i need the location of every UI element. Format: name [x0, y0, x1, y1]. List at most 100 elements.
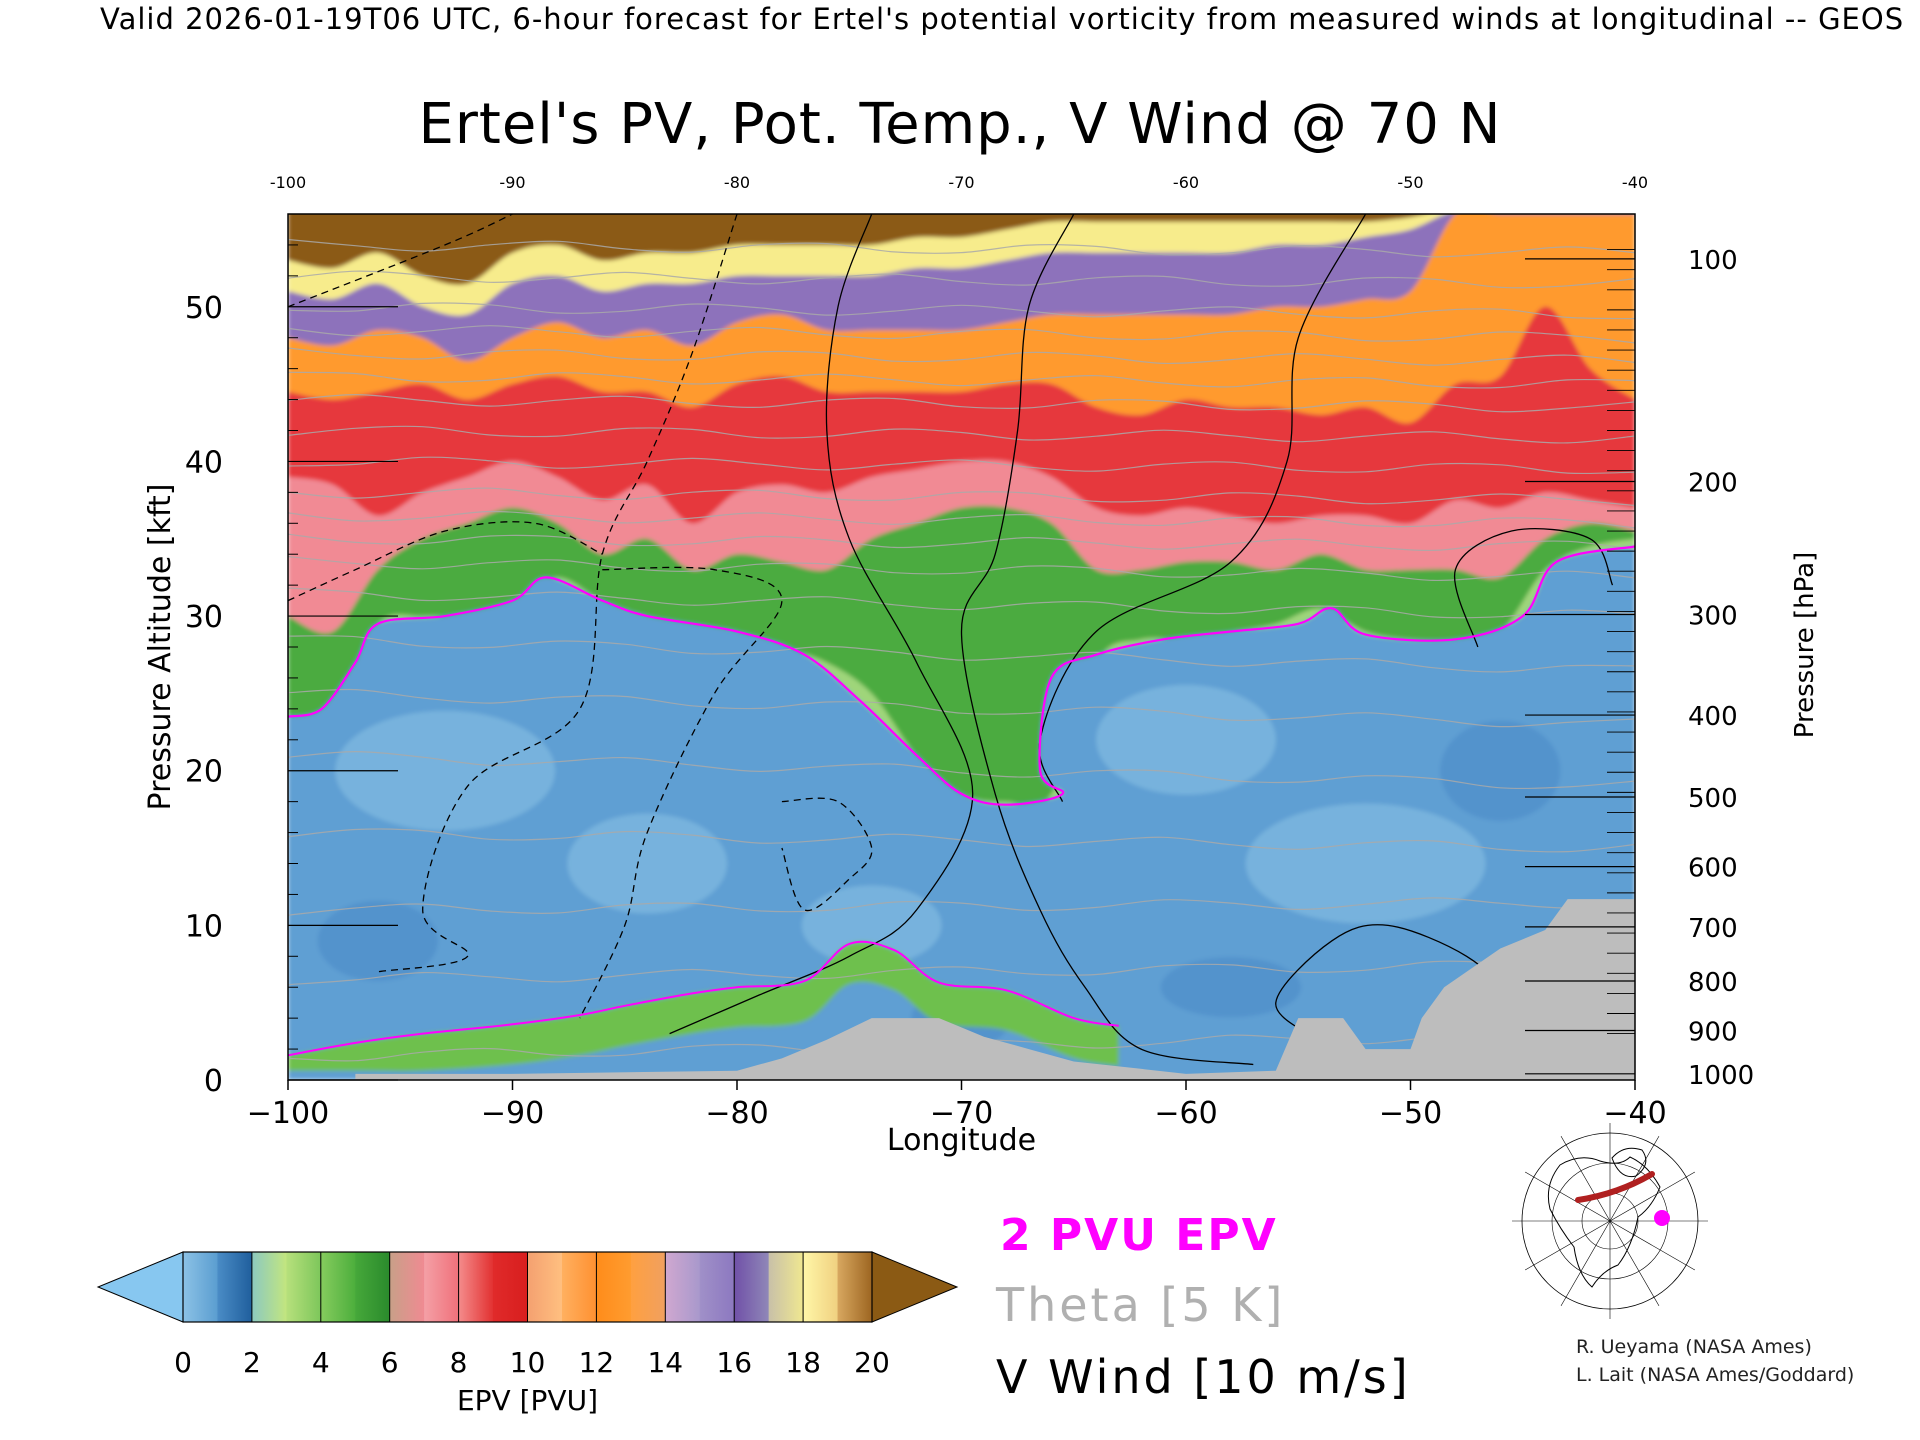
two-pvu-contour-lower	[288, 940, 1119, 1057]
polar-map-icon	[1512, 1123, 1708, 1319]
epv-dense-patch	[1160, 957, 1301, 1018]
theta-contour	[288, 393, 1635, 413]
colorbar-tick-label: 6	[381, 1346, 399, 1379]
pressure-tick-label: 1000	[1688, 1061, 1754, 1091]
theta-contour	[288, 897, 1635, 916]
map-meridian	[1609, 1220, 1660, 1307]
theta-contour	[288, 960, 1635, 986]
v-wind-contour	[288, 214, 513, 308]
map-meridian	[1560, 1220, 1611, 1307]
epv-boundary-layer	[288, 941, 1119, 1072]
theta-contour	[288, 688, 1635, 728]
y-axis-label: Pressure Altitude [kft]	[143, 484, 178, 811]
v-wind-contour	[960, 214, 1254, 1066]
colorbar-bin	[320, 1252, 356, 1322]
legend-wind: V Wind [10 m/s]	[996, 1350, 1411, 1404]
colorbar-bin	[561, 1252, 597, 1322]
colorbar-bin	[183, 1252, 218, 1322]
y-tick-label: 20	[185, 755, 223, 790]
colorbar-bin	[355, 1252, 391, 1322]
theta-contour	[288, 325, 1635, 344]
pressure-tick-label: 800	[1688, 968, 1738, 998]
theta-contour	[288, 238, 1635, 258]
colorbar-tick-label: 20	[854, 1346, 890, 1379]
x-top-tick-label: -60	[1173, 173, 1199, 192]
colorbar-bin	[458, 1252, 494, 1322]
x-tick-label: −70	[930, 1096, 993, 1131]
map-meridian	[1524, 1220, 1611, 1271]
colorbar-bin	[217, 1252, 253, 1322]
theta-contour	[288, 456, 1635, 475]
theta-contour	[288, 750, 1635, 790]
two-pvu-contour	[288, 545, 1635, 806]
legend-theta: Theta [5 K]	[996, 1278, 1286, 1332]
epv-dense-patch	[1440, 720, 1561, 821]
v-wind-contour	[579, 566, 783, 1019]
theta-contour	[288, 555, 1635, 582]
chart-title: Ertel's PV, Pot. Temp., V Wind @ 70 N	[418, 92, 1502, 157]
pressure-tick-label: 900	[1688, 1018, 1738, 1048]
v-wind-contour	[1038, 214, 1367, 802]
x-tick-label: −40	[1603, 1096, 1666, 1131]
colorbar-bin	[630, 1252, 666, 1322]
theta-contour	[288, 487, 1635, 507]
v-wind-contour	[377, 214, 738, 973]
colorbar-tick-label: 16	[716, 1346, 752, 1379]
theta-contour	[288, 635, 1635, 673]
epv-low-patch	[1245, 803, 1486, 924]
epv-dense-patch	[317, 900, 438, 981]
y-tick-label: 0	[204, 1064, 223, 1099]
colorbar-under-arrow	[96, 1251, 184, 1323]
x-top-tick-label: -80	[724, 173, 750, 192]
epv-low-patch	[335, 710, 556, 831]
credit-line-2: L. Lait (NASA Ames/Goddard)	[1576, 1364, 1855, 1386]
theta-contour	[288, 587, 1635, 619]
colorbar-bin	[596, 1252, 632, 1322]
colorbar-tick-label: 4	[312, 1346, 330, 1379]
y-tick-label: 40	[185, 445, 223, 480]
map-meridian	[1560, 1135, 1611, 1222]
map-meridian	[1609, 1135, 1660, 1222]
colorbar-label: EPV [PVU]	[457, 1384, 598, 1417]
colorbar-bin	[424, 1252, 460, 1322]
colorbar-tick-label: 2	[243, 1346, 261, 1379]
colorbar-bin	[286, 1252, 322, 1322]
y-tick-label: 50	[185, 291, 223, 326]
plot-area	[287, 213, 1636, 1081]
x-tick-label: −50	[1379, 1096, 1442, 1131]
map-location-marker	[1654, 1210, 1670, 1226]
x-tick-label: −60	[1154, 1096, 1217, 1131]
y-tick-label: 30	[185, 600, 223, 635]
colorbar-bin	[665, 1252, 701, 1322]
theta-contour	[288, 302, 1635, 320]
colorbar-bin	[699, 1252, 735, 1322]
colorbar-bin	[251, 1252, 287, 1322]
map-coastline	[1547, 1156, 1661, 1288]
x-tick-label: −90	[481, 1096, 544, 1131]
colorbar-bin	[389, 1252, 425, 1322]
y-tick-label: 10	[185, 909, 223, 944]
legend-epv: 2 PVU EPV	[1000, 1210, 1278, 1261]
colorbar-bin	[768, 1252, 804, 1322]
valid-time-caption: Valid 2026-01-19T06 UTC, 6-hour forecast…	[100, 2, 1905, 36]
pressure-tick-label: 700	[1688, 914, 1738, 944]
colorbar-bin	[837, 1252, 873, 1322]
x-axis-label: Longitude	[887, 1123, 1036, 1158]
v-wind-contour	[288, 521, 603, 602]
colorbar-over-arrow	[871, 1251, 959, 1323]
map-meridian	[1609, 1220, 1696, 1271]
theta-contour	[288, 347, 1635, 366]
colorbar-frame	[182, 1251, 873, 1323]
theta-contour	[288, 270, 1635, 289]
v-wind-contour	[781, 797, 873, 912]
map-meridian	[1524, 1171, 1611, 1222]
epv-low-patch	[1096, 684, 1276, 795]
colorbar-bin	[803, 1252, 839, 1322]
epv-troposphere	[288, 546, 1635, 1080]
colorbar-tick-label: 14	[647, 1346, 683, 1379]
x-top-tick-label: -40	[1622, 173, 1648, 192]
map-coastline	[1611, 1147, 1647, 1178]
colorbar-tick-label: 10	[510, 1346, 546, 1379]
x-tick-label: −80	[705, 1096, 768, 1131]
